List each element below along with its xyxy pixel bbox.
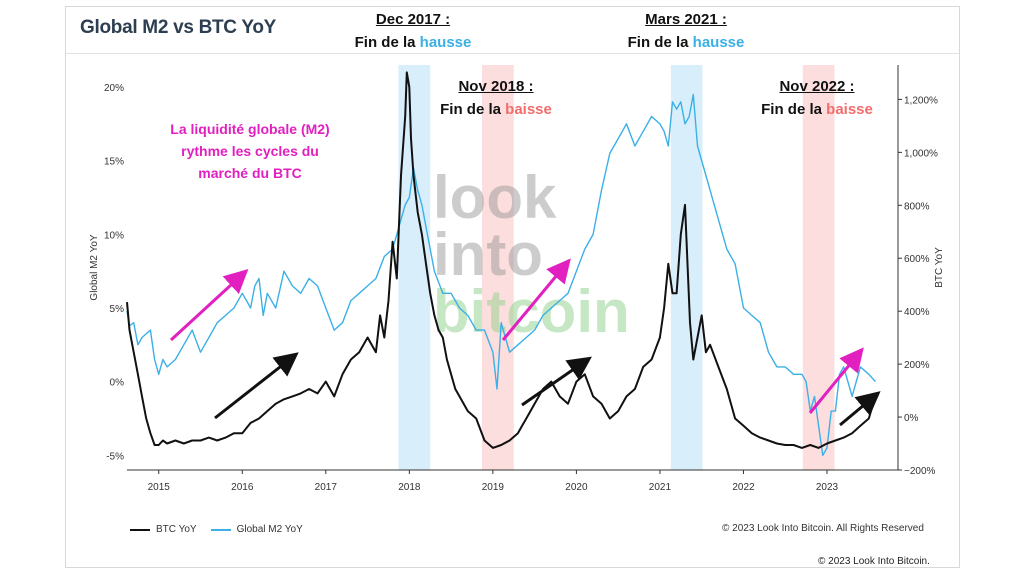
y-left-tick-label: 20% [104,83,124,94]
annotation-dec-2017-word: hausse [419,34,472,51]
y-right-tick-label: 400% [904,307,930,318]
legend-label-btc: BTC YoY [156,524,197,535]
annotation-nov-2018-period: Nov 2018 : [458,78,534,95]
liquidity-message-line-1: La liquidité globale (M2) [170,121,330,137]
band-hausse-0 [398,65,431,470]
annotation-dec-2017-prefix: Fin de la [354,34,420,51]
legend-label-m2: Global M2 YoY [236,524,303,535]
y-left-tick-label: 15% [104,157,124,168]
y-left-axis-label: Global M2 YoY [89,234,100,300]
black-arrow-2023 [839,391,881,427]
y-left-tick-label: -5% [106,451,124,462]
chart-axes: 2015 2016 2017 2018 2019 2020 2021 2022 2023 20% 1… [89,65,945,493]
x-tick-label-2018: 2018 [398,482,421,493]
pink-arrow-2015 [169,268,249,342]
x-tick-label-2023: 2023 [816,482,839,493]
chart-legend: BTC YoY Global M2 YoY [130,524,303,535]
band-baisse-1 [482,65,514,470]
series-line-btc-yoy [126,71,877,449]
watermark-line-2: into [433,221,543,288]
x-tick-label-2021: 2021 [649,482,672,493]
legend-swatch-m2 [210,528,231,531]
annotation-nov-2018-prefix: Fin de la [440,101,506,118]
liquidity-message-line-3: marché du BTC [198,165,302,181]
chart-copyright: © 2023 Look Into Bitcoin. All Rights Res… [722,523,924,534]
header-divider [66,53,959,54]
band-baisse-3 [802,65,835,470]
x-tick-label-2016: 2016 [231,482,254,493]
chart-series [126,71,877,456]
annotation-nov-2022: Nov 2022 : Fin de la baisse [747,75,887,121]
liquidity-message: La liquidité globale (M2) rythme les cyc… [150,118,350,184]
watermark: look into bitcoin [433,164,630,345]
page-title: Global M2 vs BTC YoY [80,17,277,38]
pink-arrow-2019 [501,258,571,341]
y-right-tick-label: 600% [904,254,930,265]
annotation-mar-2021-word: hausse [692,34,745,51]
trend-arrows [169,258,881,427]
y-right-axis-label: BTC YoY [934,247,945,288]
x-tick-label-2019: 2019 [482,482,505,493]
y-left-tick-label: 10% [104,230,124,241]
y-right-tick-label: 800% [904,201,930,212]
annotation-dec-2017-period: Dec 2017 : [375,11,451,28]
y-right-tick-label: 200% [904,360,930,371]
x-tick-label-2020: 2020 [565,482,588,493]
annotation-mar-2021-period: Mars 2021 : [645,11,727,28]
annotation-nov-2022-word: baisse [826,101,873,118]
x-tick-label-2017: 2017 [315,482,338,493]
annotation-dec-2017: Dec 2017 : Fin de la hausse [343,8,483,54]
x-tick-label-2015: 2015 [148,482,171,493]
annotation-nov-2018-word: baisse [505,101,552,118]
page-copyright: © 2023 Look Into Bitcoin. [818,556,930,567]
y-left-tick-label: 0% [110,378,125,389]
y-right-tick-label: 1,200% [904,95,938,106]
liquidity-message-line-2: rythme les cycles du [181,143,319,159]
annotation-nov-2022-period: Nov 2022 : [779,78,855,95]
annotation-nov-2022-prefix: Fin de la [761,101,827,118]
y-right-tick-label: 1,000% [904,148,938,159]
black-arrow-2016 [214,352,299,420]
y-right-tick-label: 0% [904,413,919,424]
y-left-tick-label: 5% [110,304,125,315]
black-arrow-2019 [521,356,592,407]
pink-arrow-2023 [808,347,864,414]
series-line-global-m2-yoy [126,93,876,456]
annotation-nov-2018: Nov 2018 : Fin de la baisse [426,75,566,121]
legend-swatch-btc [130,528,150,531]
watermark-line-1: look [433,164,557,231]
y-right-tick-label: −200% [904,466,936,477]
annotation-mar-2021: Mars 2021 : Fin de la hausse [616,8,756,54]
x-tick-label-2022: 2022 [732,482,755,493]
annotation-mar-2021-prefix: Fin de la [627,34,693,51]
